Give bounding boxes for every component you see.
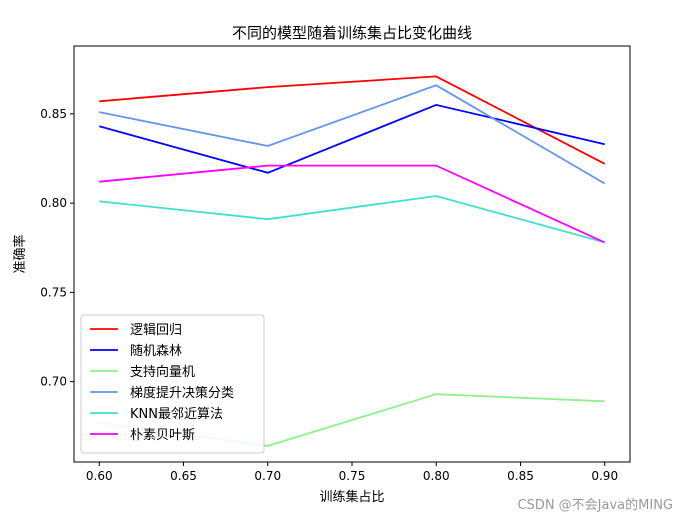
legend-label: 逻辑回归 [130,323,182,338]
x-tick-label: 0.60 [86,469,113,483]
series-line-5 [99,195,605,244]
watermark: CSDN @不会Java的MING [517,498,673,513]
x-axis: 0.60 0.65 0.70 0.75 0.80 0.85 0.90 [86,462,618,483]
y-axis-label: 准确率 [12,234,28,273]
x-tick-label: 0.65 [170,469,197,483]
y-tick-label: 0.80 [40,196,67,210]
y-axis: 0.70 0.75 0.80 0.85 [40,107,74,389]
legend-box [80,314,265,454]
series-line-1 [99,75,606,165]
x-tick-label: 0.90 [591,469,618,483]
chart-title: 不同的模型随着训练集占比变化曲线 [232,24,472,42]
y-tick-label: 0.75 [40,285,67,299]
legend-label: 随机森林 [130,344,182,359]
legend-label: 支持向量机 [130,364,195,380]
x-tick-label: 0.85 [507,469,534,483]
y-tick-label: 0.70 [40,375,67,389]
x-tick-label: 0.75 [339,469,366,483]
legend-label: 梯度提升决策分类 [130,385,234,401]
series-lines [99,75,606,447]
x-tick-label: 0.70 [254,469,281,483]
legend-label: 朴素贝叶斯 [130,428,195,443]
series-line-4 [99,84,606,185]
legend-label: KNN最邻近算法 [130,407,223,422]
series-line-6 [99,164,606,244]
y-tick-label: 0.85 [40,107,67,121]
x-axis-label: 训练集占比 [319,489,384,505]
series-line-2 [99,103,605,174]
x-tick-label: 0.80 [423,469,450,483]
